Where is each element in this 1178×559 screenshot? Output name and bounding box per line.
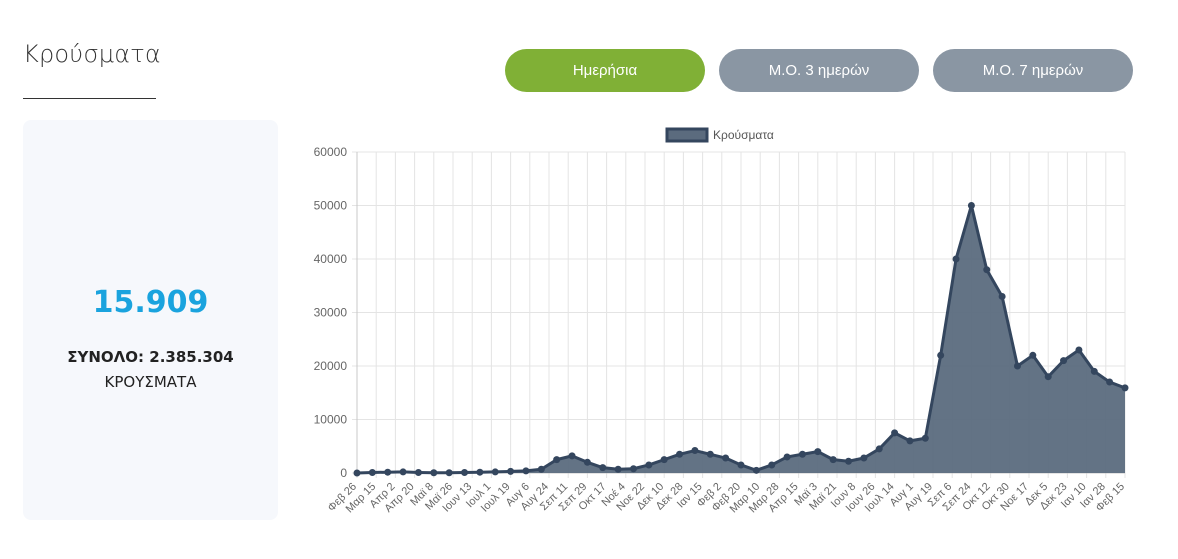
data-point: [691, 447, 699, 455]
data-point: [384, 468, 392, 476]
title-underline: [23, 98, 156, 99]
latest-cases-value: 15.909: [92, 285, 209, 320]
data-point: [645, 461, 653, 469]
data-point: [660, 456, 668, 464]
moving-average-3-days-button[interactable]: Μ.Ο. 3 ημερών: [719, 49, 919, 92]
data-point: [553, 456, 561, 464]
data-point: [829, 456, 837, 464]
cases-caption: ΚΡΟΥΣΜΑΤΑ: [104, 373, 197, 391]
data-point: [798, 450, 806, 458]
data-point: [998, 292, 1006, 300]
data-point: [845, 457, 853, 465]
data-point: [814, 448, 822, 456]
data-point: [768, 461, 776, 469]
data-point: [875, 445, 883, 453]
data-point: [983, 266, 991, 274]
data-point: [1106, 378, 1114, 386]
data-point: [599, 464, 607, 472]
data-point: [353, 469, 361, 477]
data-point: [891, 429, 899, 437]
data-point: [614, 465, 622, 473]
data-point: [430, 469, 438, 477]
data-point: [1060, 357, 1068, 365]
data-point: [476, 468, 484, 476]
page-title: Κρούσματα: [23, 40, 161, 68]
data-point: [937, 351, 945, 359]
data-point: [491, 468, 499, 476]
moving-average-7-days-button[interactable]: Μ.Ο. 7 ημερών: [933, 49, 1133, 92]
summary-card: 15.909 ΣΥΝΟΛΟ: 2.385.304 ΚΡΟΥΣΜΑΤΑ: [23, 120, 278, 520]
data-point: [722, 454, 730, 462]
data-point: [1090, 367, 1098, 375]
data-point: [706, 450, 714, 458]
data-point: [1121, 384, 1129, 392]
legend-label: Κρούσματα: [713, 128, 774, 142]
data-point: [921, 434, 929, 442]
data-point: [461, 468, 469, 476]
data-point: [860, 454, 868, 462]
data-point: [568, 452, 576, 460]
data-point: [399, 468, 407, 476]
daily-button[interactable]: Ημερήσια: [505, 49, 705, 92]
y-tick-label: 20000: [314, 359, 348, 373]
cases-chart: 0 10000 20000 30000 40000 50000 60000 Φεβ 26 Μαρ…: [290, 120, 1140, 550]
data-point: [414, 468, 422, 476]
data-point: [1075, 346, 1083, 354]
data-point: [967, 202, 975, 209]
y-tick-label: 0: [340, 466, 347, 480]
data-point: [1013, 362, 1021, 370]
data-point: [752, 466, 760, 474]
y-tick-label: 50000: [314, 199, 348, 213]
data-point: [507, 467, 515, 475]
data-point: [1029, 351, 1037, 359]
y-tick-label: 60000: [314, 145, 348, 159]
data-point: [583, 458, 591, 466]
series-area: [357, 205, 1125, 473]
data-point: [368, 468, 376, 476]
y-tick-label: 40000: [314, 252, 348, 266]
data-point: [783, 453, 791, 461]
data-point: [522, 467, 530, 475]
data-point: [629, 465, 637, 473]
data-point: [1044, 373, 1052, 381]
data-point: [906, 437, 914, 445]
data-point: [676, 450, 684, 458]
data-point: [737, 461, 745, 469]
y-tick-label: 30000: [314, 306, 348, 320]
data-point: [952, 255, 960, 263]
total-cases: ΣΥΝΟΛΟ: 2.385.304: [67, 348, 234, 366]
legend-swatch: [665, 127, 709, 143]
data-point: [537, 465, 545, 473]
data-point: [445, 469, 453, 477]
y-tick-label: 10000: [314, 413, 348, 427]
